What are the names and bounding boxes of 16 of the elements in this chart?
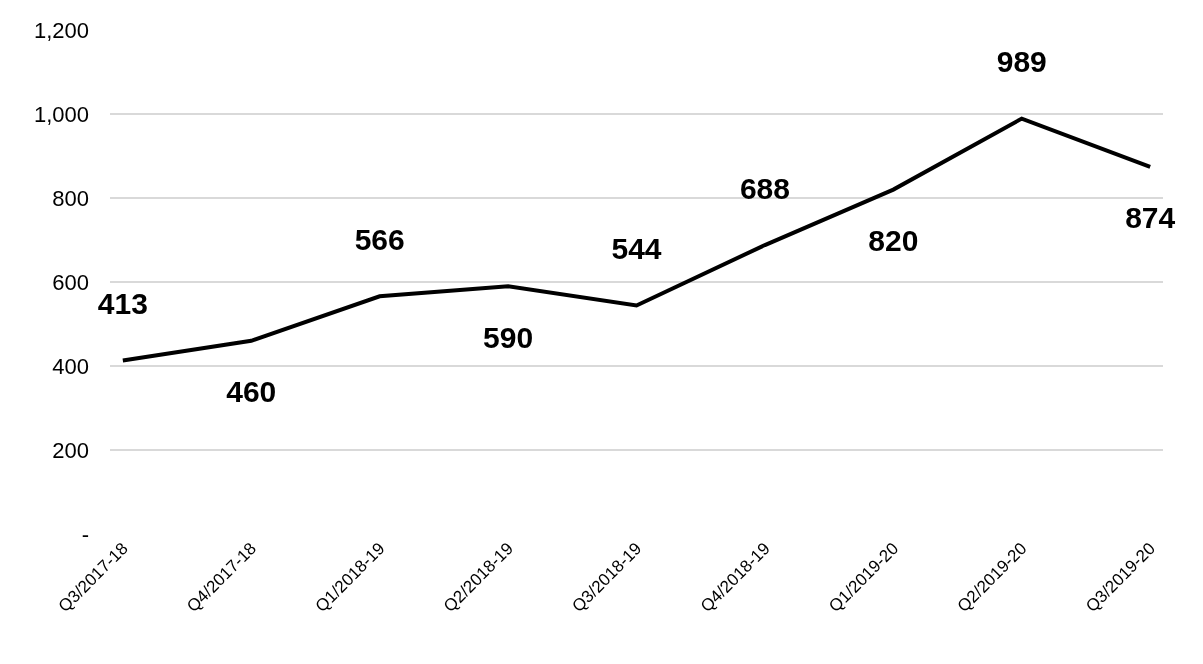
data-label: 590 xyxy=(483,320,534,354)
data-label: 820 xyxy=(868,224,919,258)
data-label: 989 xyxy=(996,45,1047,79)
data-label: 544 xyxy=(611,232,662,266)
data-label: 688 xyxy=(739,171,790,205)
y-tick-label: 1,000 xyxy=(33,101,89,127)
y-tick-label: 400 xyxy=(52,353,89,379)
data-label: 874 xyxy=(1125,201,1176,235)
y-tick-label: - xyxy=(81,521,89,547)
data-label: 460 xyxy=(226,375,277,409)
y-tick-label: 1,200 xyxy=(33,17,89,43)
data-label: 413 xyxy=(97,287,148,321)
data-label: 566 xyxy=(354,222,405,256)
y-tick-label: 800 xyxy=(52,185,89,211)
y-tick-label: 600 xyxy=(52,269,89,295)
y-tick-label: 200 xyxy=(52,437,89,463)
